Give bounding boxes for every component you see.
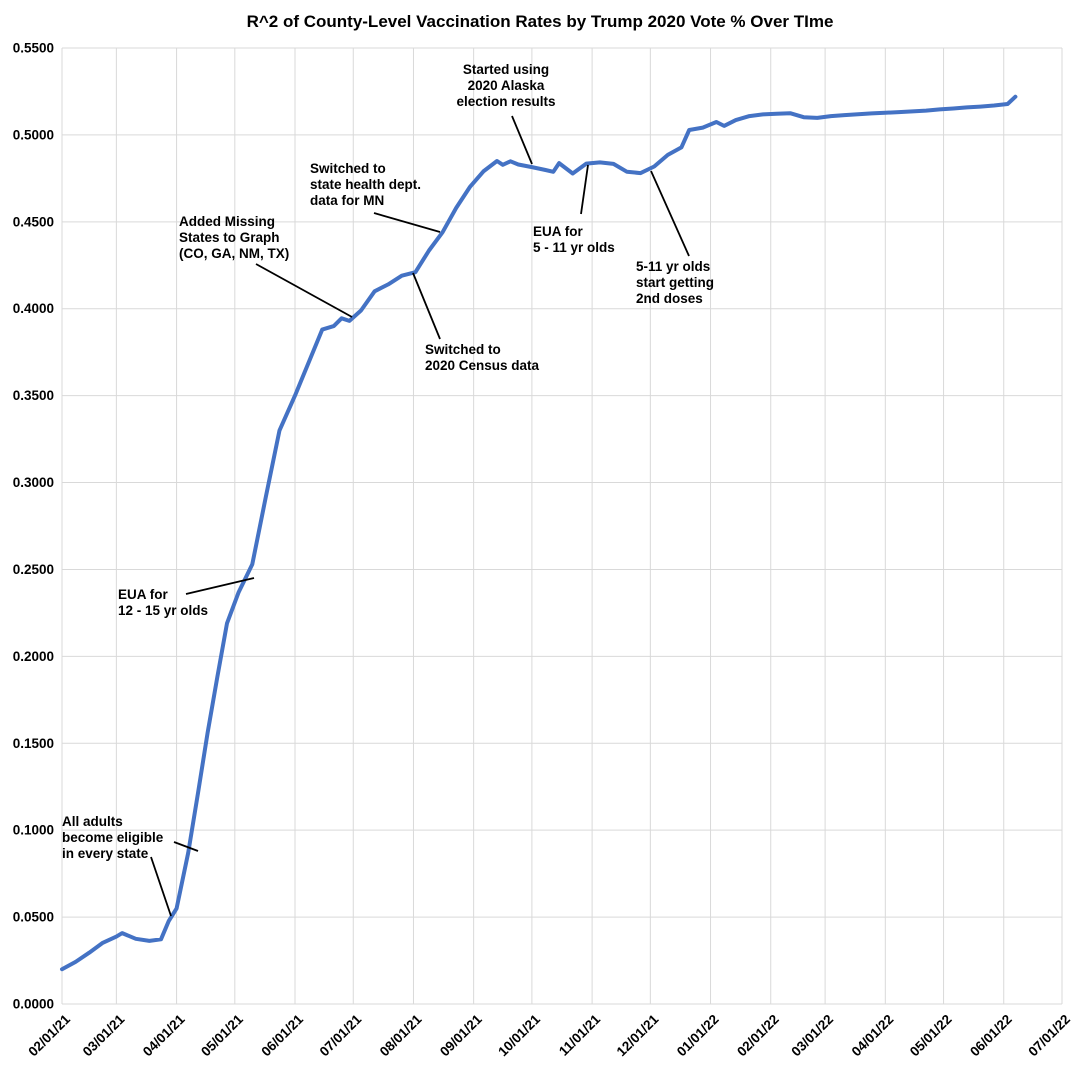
x-tick-label: 02/01/21 xyxy=(25,1011,73,1059)
chart-title: R^2 of County-Level Vaccination Rates by… xyxy=(247,12,834,31)
added-missing-states-label: (CO, GA, NM, TX) xyxy=(179,246,289,261)
x-tick-label: 03/01/21 xyxy=(80,1011,128,1059)
x-tick-label: 11/01/21 xyxy=(556,1011,604,1059)
all-adults-eligible-label: become eligible xyxy=(62,830,164,845)
y-tick-label: 0.2000 xyxy=(13,649,54,664)
gridlines xyxy=(61,47,1063,1005)
census-2020-switch-label: Switched to xyxy=(425,342,501,357)
census-2020-switch-leader-line xyxy=(412,272,441,340)
second-doses-5-11-label: 2nd doses xyxy=(636,291,703,306)
added-missing-states-label: States to Graph xyxy=(179,230,280,245)
y-tick-label: 0.3500 xyxy=(13,388,54,403)
mn-health-dept-switch-label: Switched to xyxy=(310,161,386,176)
added-missing-states-label: Added Missing xyxy=(179,214,275,229)
mn-health-dept-switch-label: data for MN xyxy=(310,193,384,208)
mn-health-dept-switch-label: state health dept. xyxy=(310,177,421,192)
x-tick-label: 06/01/22 xyxy=(967,1012,1015,1060)
all-adults-eligible-label: All adults xyxy=(62,814,123,829)
alaska-2020-results-label: 2020 Alaska xyxy=(468,78,545,93)
y-tick-label: 0.3000 xyxy=(13,475,54,490)
all-adults-eligible-leader-line xyxy=(173,841,199,852)
second-doses-5-11-label: start getting xyxy=(636,275,714,290)
alaska-2020-results-label: Started using xyxy=(463,62,549,77)
added-missing-states-leader-line xyxy=(255,263,353,318)
r2-line xyxy=(60,94,1018,972)
x-tick-label: 03/01/22 xyxy=(788,1012,836,1060)
second-doses-5-11-label: 5-11 yr olds xyxy=(636,259,710,274)
mn-health-dept-switch-leader-line xyxy=(373,212,441,233)
y-tick-label: 0.0000 xyxy=(13,997,54,1012)
alaska-2020-results-label: election results xyxy=(456,94,555,109)
x-axis-labels: 02/01/21 03/01/21 04/01/21 05/01/21 06/01/21… xyxy=(25,1011,1073,1059)
alaska-2020-results-leader-line xyxy=(511,115,533,165)
x-tick-label: 01/01/22 xyxy=(674,1012,722,1060)
all-adults-eligible-label: in every state xyxy=(62,846,149,861)
eua-5-11-label: EUA for xyxy=(533,224,583,239)
y-tick-label: 0.4000 xyxy=(13,301,54,316)
y-axis-labels: 0.0000 0.0500 0.1000 0.1500 0.2000 0.2500 0.30… xyxy=(13,41,54,1012)
x-tick-label: 12/01/21 xyxy=(614,1011,662,1059)
y-tick-label: 0.1500 xyxy=(13,736,54,751)
x-tick-label: 05/01/22 xyxy=(907,1012,955,1060)
eua-12-15-label: EUA for xyxy=(118,587,168,602)
y-tick-label: 0.0500 xyxy=(13,910,54,925)
x-tick-label: 02/01/22 xyxy=(734,1012,782,1060)
eua-12-15-leader-line xyxy=(185,577,255,595)
eua-5-11-leader-line xyxy=(580,164,589,215)
eua-5-11-label: 5 - 11 yr olds xyxy=(533,240,615,255)
x-tick-label: 07/01/22 xyxy=(1025,1012,1073,1060)
x-tick-label: 09/01/21 xyxy=(437,1011,485,1059)
y-tick-label: 0.2500 xyxy=(13,562,54,577)
x-tick-label: 08/01/21 xyxy=(377,1011,425,1059)
second-doses-5-11-leader-line xyxy=(650,170,690,257)
y-tick-label: 0.5000 xyxy=(13,127,54,142)
x-tick-label: 05/01/21 xyxy=(198,1011,246,1059)
x-tick-label: 04/01/22 xyxy=(849,1012,897,1060)
x-tick-label: 10/01/21 xyxy=(495,1011,543,1059)
y-tick-label: 0.4500 xyxy=(13,214,54,229)
all-adults-eligible-leader-line xyxy=(150,856,172,917)
x-tick-label: 06/01/21 xyxy=(258,1011,306,1059)
census-2020-switch-label: 2020 Census data xyxy=(425,358,540,373)
eua-12-15-label: 12 - 15 yr olds xyxy=(118,603,208,618)
y-tick-label: 0.1000 xyxy=(13,823,54,838)
x-tick-label: 07/01/21 xyxy=(317,1011,365,1059)
r2-series xyxy=(60,94,1018,972)
y-tick-label: 0.5500 xyxy=(13,41,54,56)
x-tick-label: 04/01/21 xyxy=(140,1011,188,1059)
